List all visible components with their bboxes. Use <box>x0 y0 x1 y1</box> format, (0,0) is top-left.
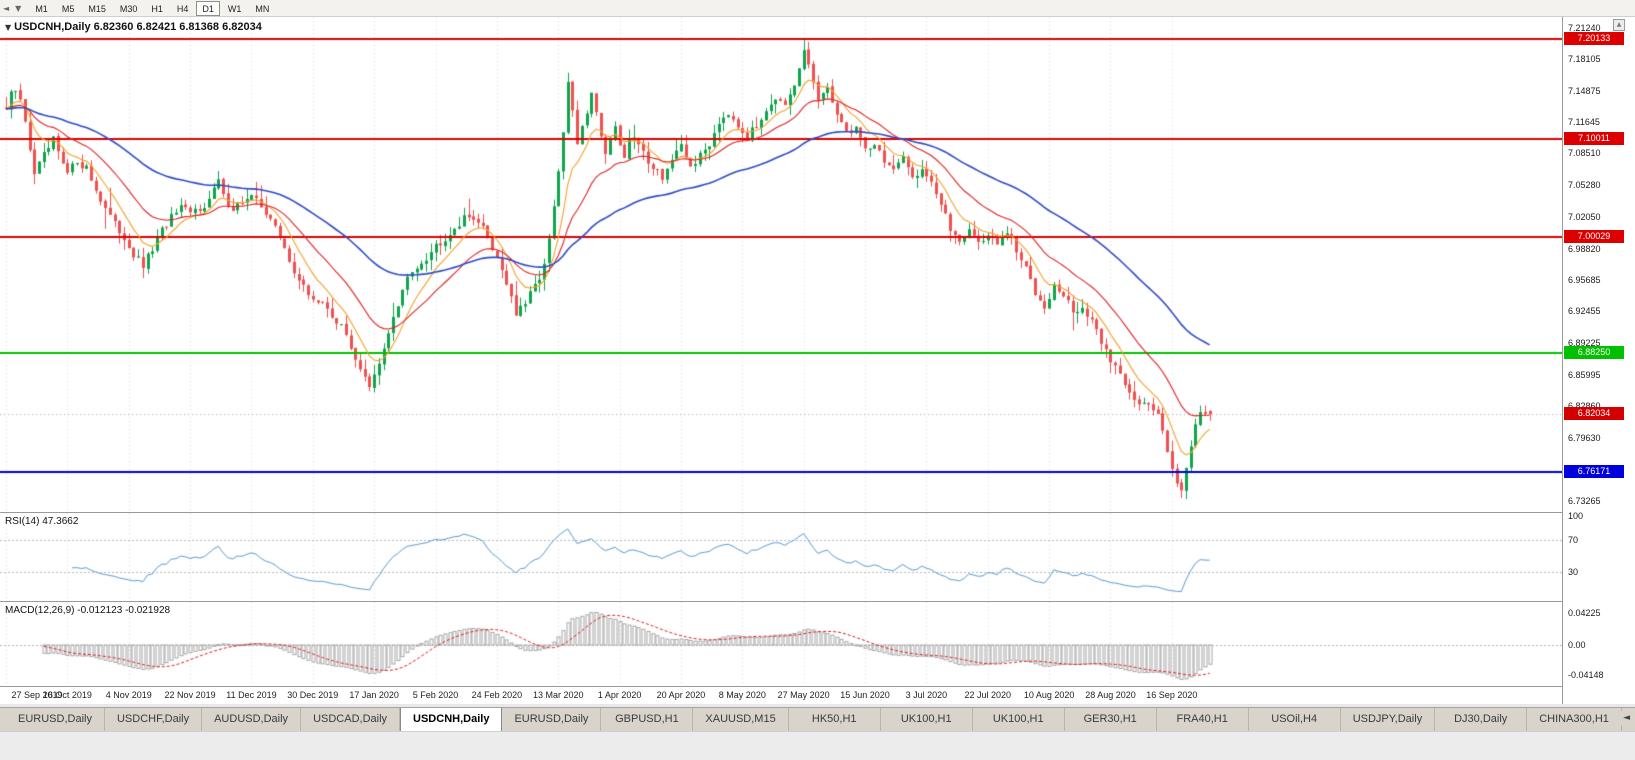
dropdown-arrow-icon[interactable]: ▼ <box>15 3 22 13</box>
price-tick: 7.14875 <box>1568 85 1601 96</box>
x-axis-label: 20 Apr 2020 <box>656 690 706 700</box>
price-tick: 7.11645 <box>1568 117 1600 128</box>
macd-tick: 0.00 <box>1568 639 1586 650</box>
timeframe-button-mn[interactable]: MN <box>255 3 270 14</box>
rsi-indicator-canvas[interactable] <box>0 513 1562 601</box>
tab-china300-h1[interactable]: CHINA300,H1 <box>1527 708 1622 731</box>
x-axis-label: 16 Sep 2020 <box>1146 690 1198 700</box>
rsi-label: RSI(14) 47.3662 <box>5 516 79 527</box>
tab-usoil-h4[interactable]: USOil,H4 <box>1248 708 1341 731</box>
x-axis-label: 8 May 2020 <box>718 690 766 700</box>
chart-title: ▼ USDCNH,Daily 6.82360 6.82421 6.81368 6.… <box>5 21 262 33</box>
time-scale[interactable]: 27 Sep 2019 16 Oct 2019 4 Nov 2019 22 Nov 2… <box>0 687 1562 704</box>
timeframe-button-m1[interactable]: M1 <box>35 3 48 14</box>
price-tick: 6.73265 <box>1568 495 1601 506</box>
x-axis-label: 28 Aug 2020 <box>1085 690 1136 700</box>
tab-fra40-h1[interactable]: FRA40,H1 <box>1156 708 1249 731</box>
x-axis-label: 15 Jun 2020 <box>840 690 890 700</box>
x-axis-label: 11 Dec 2019 <box>226 690 277 700</box>
price-tick: 6.95685 <box>1568 274 1601 285</box>
rsi-tick: 70 <box>1568 535 1579 545</box>
tab-eurusd-daily[interactable]: EURUSD,Daily <box>6 708 105 731</box>
tab-gbpusd-h1[interactable]: GBPUSD,H1 <box>601 708 694 731</box>
price-tick: 6.89225 <box>1568 338 1601 349</box>
price-tick: 6.98820 <box>1568 243 1601 254</box>
tab-hk50-h1[interactable]: HK50,H1 <box>788 708 881 731</box>
macd-tick: 0.04225 <box>1568 608 1601 619</box>
current-price-badge: 6.82034 <box>1564 407 1624 421</box>
panel-separator[interactable] <box>0 512 1635 513</box>
main-chart-canvas[interactable] <box>0 17 1562 512</box>
price-tick: 6.85995 <box>1568 370 1601 381</box>
timeframe-button-h4[interactable]: H4 <box>176 3 189 14</box>
tab-eurusd-daily[interactable]: EURUSD,Daily <box>502 708 602 731</box>
chart-area: 7.21240 7.18105 7.14875 7.11645 7.08510 7.052… <box>0 17 1635 704</box>
chart-symbol-title: USDCNH,Daily <box>14 21 91 33</box>
timeframe-button-m15[interactable]: M15 <box>88 3 106 14</box>
x-axis-label: 4 Nov 2019 <box>105 690 152 700</box>
price-tick: 6.92455 <box>1568 306 1601 317</box>
scroll-left-icon[interactable]: ◄ <box>3 3 10 13</box>
timeframe-button-m30[interactable]: M30 <box>119 3 138 14</box>
tab-xauusd-m15[interactable]: XAUUSD,M15 <box>693 708 789 731</box>
timeframe-button-m5[interactable]: M5 <box>61 3 75 14</box>
tab-uk100-h1[interactable]: UK100,H1 <box>880 708 973 731</box>
price-tick: 7.21240 <box>1568 22 1601 33</box>
panel-separator[interactable] <box>0 601 1635 602</box>
tab-dj30-daily[interactable]: DJ30,Daily <box>1435 708 1528 731</box>
timeframe-toolbar: ◄ ▼ M1 M5 M15 M30 H1 H4 D1 W1 MN <box>0 0 1635 17</box>
tab-ger30-h1[interactable]: GER30,H1 <box>1064 708 1157 731</box>
hline-price-badge: 7.00029 <box>1564 229 1624 243</box>
tab-scroll-left-icon[interactable]: ◄ <box>1621 711 1632 725</box>
tab-uk100-h1[interactable]: UK100,H1 <box>972 708 1065 731</box>
hline-price-badge: 7.20133 <box>1564 31 1624 45</box>
x-axis-label: 17 Jan 2020 <box>349 690 399 700</box>
x-axis-label: 24 Feb 2020 <box>471 690 523 700</box>
price-scale[interactable]: 7.21240 7.18105 7.14875 7.11645 7.08510 7.052… <box>1563 17 1635 704</box>
price-tick: 7.05280 <box>1568 180 1601 191</box>
chart-ohlc-readout: 6.82360 6.82421 6.81368 6.82034 <box>93 21 262 33</box>
timeframe-button-h1[interactable]: H1 <box>151 3 163 14</box>
tab-usdchf-daily[interactable]: USDCHF,Daily <box>104 708 203 731</box>
price-tick: 6.82860 <box>1568 401 1601 411</box>
x-axis-label: 16 Oct 2019 <box>42 690 92 700</box>
symbol-tab-bar: EURUSD,Daily USDCHF,Daily AUDUSD,Daily USDC… <box>0 707 1635 731</box>
price-tick: 6.79630 <box>1568 432 1601 443</box>
hline-price-badge: 6.76171 <box>1564 464 1624 478</box>
x-axis-label: 1 Apr 2020 <box>597 690 642 700</box>
x-axis-label: 27 Sep 2019 <box>11 690 63 700</box>
tab-usdcnh-daily[interactable]: USDCNH,Daily <box>400 708 503 731</box>
macd-label: MACD(12,26,9) -0.012123 -0.021928 <box>5 605 171 616</box>
timeframe-button-w1[interactable]: W1 <box>227 3 242 14</box>
tab-usdjpy-daily[interactable]: USDJPY,Daily <box>1340 708 1436 731</box>
price-tick: 7.08510 <box>1568 148 1601 159</box>
chart-menu-icon[interactable]: ▼ <box>5 23 12 32</box>
rsi-tick: 30 <box>1568 567 1579 577</box>
x-axis-label: 22 Nov 2019 <box>164 690 216 700</box>
price-tick: 7.02050 <box>1568 211 1601 222</box>
x-axis-label: 10 Aug 2020 <box>1023 690 1075 700</box>
hline-price-badge: 6.88250 <box>1564 345 1624 359</box>
tab-audusd-daily[interactable]: AUDUSD,Daily <box>202 708 302 731</box>
x-axis-label: 13 Mar 2020 <box>532 690 584 700</box>
macd-tick: -0.04148 <box>1568 669 1604 680</box>
status-strip <box>0 731 1635 760</box>
x-axis-label: 30 Dec 2019 <box>287 690 339 700</box>
x-axis-label: 27 May 2020 <box>777 690 830 700</box>
timeframe-button-d1[interactable]: D1 <box>196 0 220 16</box>
macd-indicator-canvas[interactable] <box>0 602 1562 687</box>
price-tick: 7.18105 <box>1568 53 1601 64</box>
x-axis-label: 22 Jul 2020 <box>964 690 1012 700</box>
rsi-tick: 100 <box>1568 511 1584 521</box>
price-scale-border <box>1562 17 1563 704</box>
scale-scroll-button[interactable]: ▲ <box>1613 19 1625 31</box>
x-axis-label: 3 Jul 2020 <box>905 690 948 700</box>
x-axis-label: 5 Feb 2020 <box>412 690 459 700</box>
panel-separator <box>0 686 1635 687</box>
hline-price-badge: 7.10011 <box>1564 131 1624 145</box>
timeframe-group: M1 M5 M15 M30 H1 H4 D1 W1 MN <box>28 0 276 16</box>
tab-usdcad-daily[interactable]: USDCAD,Daily <box>301 708 401 731</box>
